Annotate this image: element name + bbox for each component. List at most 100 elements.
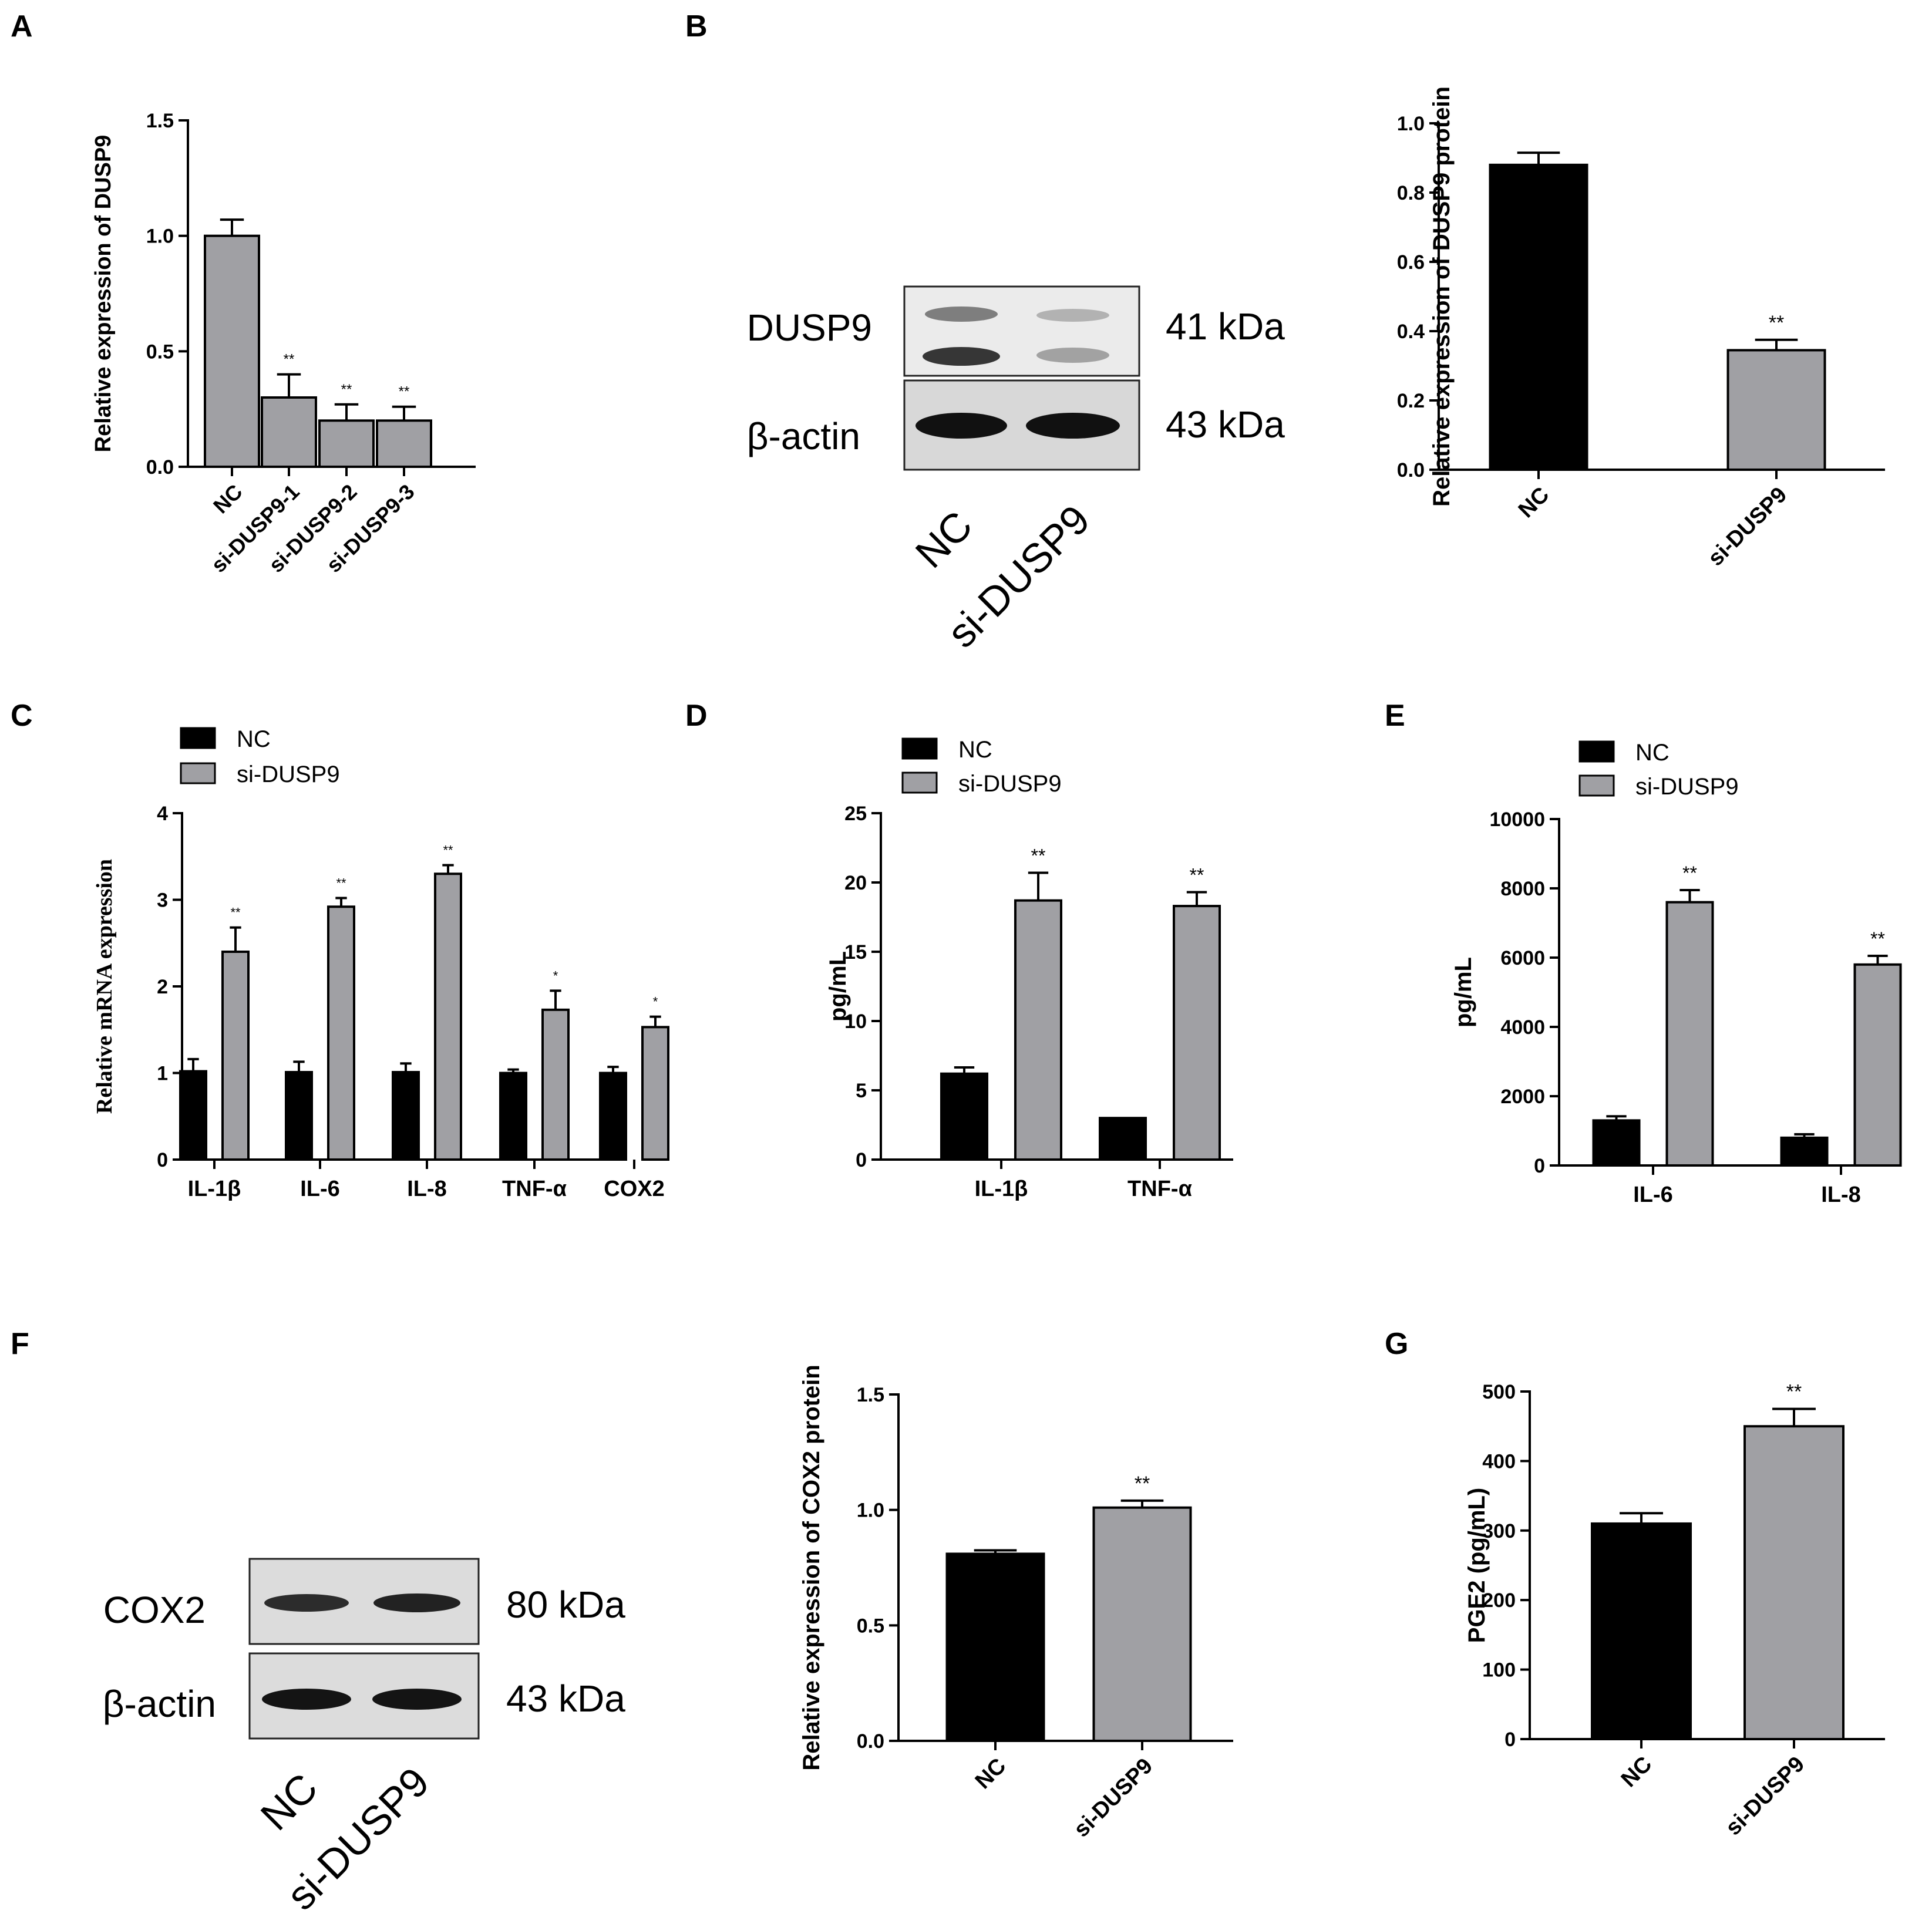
significance-mark-g: ** [1786, 1381, 1802, 1403]
blot-f-label-cox2: COX2 [103, 1589, 206, 1631]
significance-mark-b: ** [1769, 312, 1784, 334]
y-axis-label-c: Relative mRNA expression [92, 859, 117, 1114]
significance-mark-d: ** [1031, 845, 1046, 866]
x-tick-label-b: NC [1514, 483, 1554, 523]
panel-letter-a: A [11, 9, 33, 43]
bar-e [1780, 1136, 1829, 1167]
x-tick-label-b: si-DUSP9 [1704, 483, 1792, 571]
y-axis-label-g: PGE2 (pg/mL) [1464, 1488, 1490, 1643]
panel-letter-d: D [685, 699, 708, 733]
x-tick-label-g: NC [1617, 1752, 1657, 1793]
y-tick-label-e: 8000 [1500, 878, 1545, 900]
y-tick-label-f: 1.5 [857, 1384, 884, 1406]
bar-b [1489, 163, 1588, 471]
significance-mark-c: ** [443, 843, 453, 858]
significance-mark-f: ** [1135, 1473, 1150, 1495]
y-tick-label-a: 1.5 [146, 110, 174, 132]
y-tick-label-e: 0 [1534, 1155, 1545, 1177]
x-tick-label-c: TNF-α [502, 1177, 567, 1201]
legend-label-d: NC [958, 737, 992, 763]
x-tick-label-e: IL-6 [1633, 1182, 1673, 1207]
significance-mark-a: ** [284, 352, 295, 368]
bar-b [1726, 349, 1826, 471]
bar-d [940, 1072, 988, 1161]
x-tick-label-c: IL-8 [407, 1177, 447, 1201]
legend-swatch-e [1578, 774, 1615, 797]
y-axis-label-f: Relative expression of COX2 protein [799, 1365, 824, 1770]
significance-mark-d: ** [1190, 865, 1204, 886]
bar-d [1014, 899, 1062, 1161]
blot-f-kda-actin: 43 kDa [506, 1677, 625, 1720]
significance-mark-c: ** [336, 876, 346, 891]
y-tick-label-b: 0.6 [1397, 251, 1425, 274]
legend-label-e: si-DUSP9 [1635, 774, 1739, 800]
x-tick-label-a: NC [208, 480, 247, 518]
y-tick-label-d: 10 [844, 1010, 867, 1033]
y-tick-label-g: 200 [1482, 1589, 1516, 1612]
bar-c [599, 1072, 627, 1161]
legend-swatch-c [180, 727, 216, 749]
y-tick-label-c: 2 [157, 976, 168, 998]
y-tick-label-d: 5 [856, 1080, 867, 1102]
y-tick-label-f: 1.0 [857, 1500, 884, 1522]
y-tick-label-a: 0.0 [146, 456, 174, 479]
bar-c [327, 905, 355, 1161]
x-tick-label-d: TNF-α [1127, 1177, 1192, 1201]
chart-d-il1b-tnfa-elisa: 0 5 10 15 20 25 pg/mL ** IL-1β ** TNF-α NC si-DUSP9 [825, 737, 1233, 1201]
bar-c [392, 1071, 420, 1161]
blot-b-label-actin: β-actin [747, 415, 860, 457]
western-blot-f [248, 1558, 480, 1740]
x-tick-label-c: COX2 [604, 1177, 664, 1201]
y-tick-label-b: 0.2 [1397, 390, 1425, 412]
y-tick-label-g: 500 [1482, 1381, 1516, 1403]
blot-b-kda-actin: 43 kDa [1166, 403, 1285, 446]
y-tick-label-f: 0.0 [857, 1730, 884, 1753]
y-tick-label-b: 0.0 [1397, 459, 1425, 481]
bar-d [1099, 1117, 1147, 1161]
y-tick-label-d: 25 [844, 803, 867, 825]
y-tick-label-g: 0 [1504, 1729, 1516, 1751]
panel-letter-g: G [1385, 1327, 1408, 1361]
y-tick-label-b: 0.4 [1397, 321, 1425, 343]
significance-mark-e: ** [1870, 928, 1885, 949]
y-axis-label-d: pg/mL [825, 951, 851, 1022]
y-tick-label-g: 400 [1482, 1450, 1516, 1473]
chart-a-dusp9-mrna: 0.0 0.5 1.0 1.5 Relative expression of DUSP9… [91, 110, 476, 577]
panel-letter-e: E [1385, 699, 1405, 733]
x-tick-label-d: IL-1β [975, 1177, 1028, 1201]
significance-mark-c: ** [230, 905, 241, 920]
legend-label-d: si-DUSP9 [958, 771, 1062, 797]
y-tick-label-g: 100 [1482, 1659, 1516, 1682]
bar-c [285, 1071, 313, 1161]
significance-mark-e: ** [1682, 863, 1697, 884]
bar-c [541, 1008, 570, 1161]
x-tick-label-g: si-DUSP9 [1721, 1752, 1810, 1841]
y-tick-label-d: 15 [844, 941, 867, 963]
bar-c [499, 1072, 527, 1161]
panel-letter-b: B [685, 9, 708, 43]
significance-mark-a: ** [341, 382, 352, 397]
y-tick-label-e: 10000 [1489, 808, 1545, 831]
x-tick-label-c: IL-1β [188, 1177, 241, 1201]
y-tick-label-b: 1.0 [1397, 113, 1425, 135]
y-tick-label-c: 0 [157, 1149, 168, 1171]
bar-e [1853, 963, 1902, 1167]
bar-g [1743, 1425, 1845, 1740]
significance-mark-c: * [653, 995, 658, 1009]
bar-f [1092, 1506, 1192, 1743]
chart-f-cox2-protein: 0.0 0.5 1.0 1.5 Relative expression of COX2 … [799, 1365, 1233, 1842]
blot-f-kda-cox2: 80 kDa [506, 1584, 625, 1626]
y-tick-label-d: 0 [856, 1149, 867, 1171]
y-tick-label-d: 20 [844, 872, 867, 894]
bar-g [1591, 1522, 1692, 1740]
bar-d [1173, 905, 1221, 1161]
bar-a [204, 234, 260, 468]
bar-f [945, 1552, 1045, 1742]
blot-b-label-dusp9: DUSP9 [747, 306, 872, 349]
y-axis-label-e: pg/mL [1450, 957, 1476, 1027]
y-tick-label-b: 0.8 [1397, 182, 1425, 204]
chart-b-dusp9-protein: 0.0 0.2 0.4 0.6 0.8 1.0 Relative expression of… [1397, 86, 1885, 571]
y-tick-label-e: 2000 [1500, 1086, 1545, 1108]
